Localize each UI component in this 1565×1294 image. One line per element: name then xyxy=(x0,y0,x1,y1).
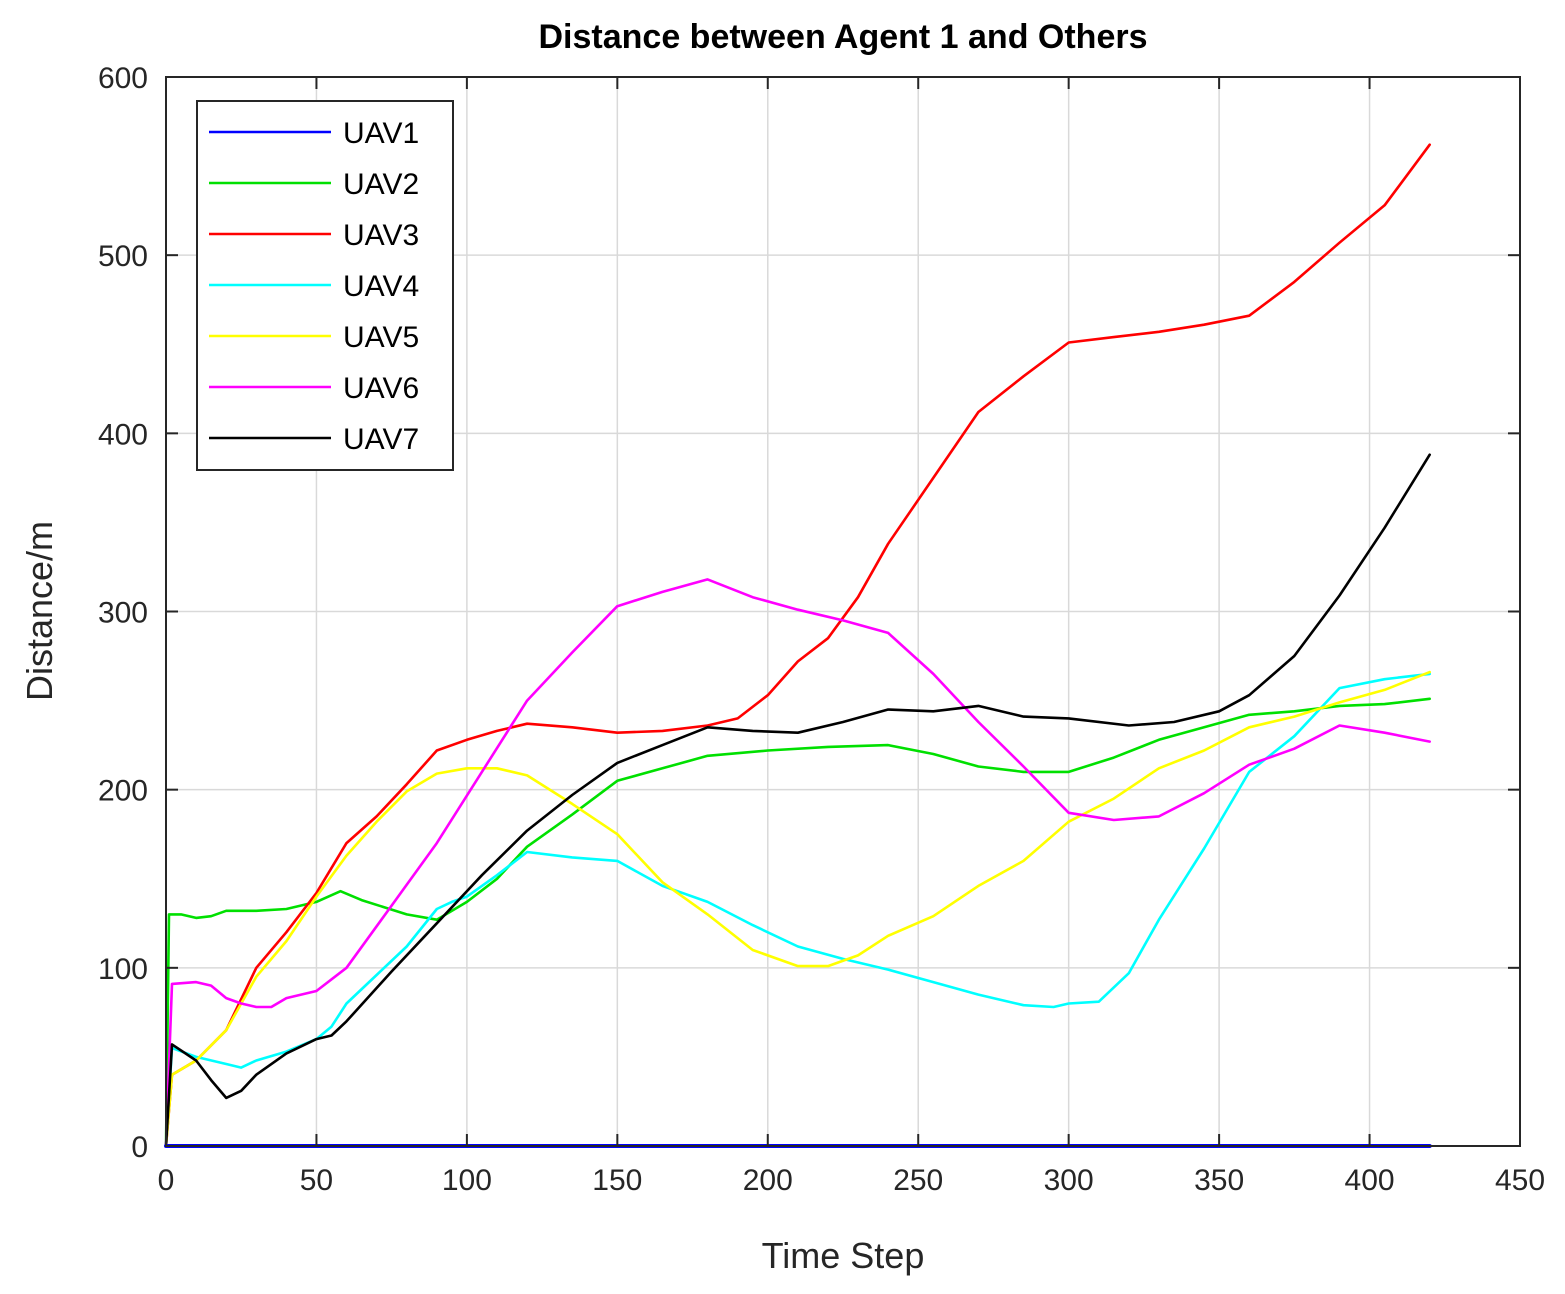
series-line-uav2 xyxy=(164,697,1431,1148)
legend-label: UAV5 xyxy=(343,321,419,354)
x-tick-label: 100 xyxy=(442,1164,492,1197)
x-tick-label: 300 xyxy=(1044,1164,1094,1197)
y-axis-label: Distance/m xyxy=(19,521,60,701)
series-line-uav3 xyxy=(164,143,1431,1148)
x-tick-label: 450 xyxy=(1495,1164,1545,1197)
y-tick-label: 200 xyxy=(98,775,148,808)
chart-title: Distance between Agent 1 and Others xyxy=(539,18,1148,56)
legend-label: UAV3 xyxy=(343,219,419,252)
legend-label: UAV4 xyxy=(343,270,419,303)
y-tick-label: 600 xyxy=(98,62,148,95)
legend-label: UAV2 xyxy=(343,168,419,201)
series-line-uav7 xyxy=(164,453,1431,1148)
x-axis-ticks: 0 50 100 150 200 250 300 350 400 450 xyxy=(158,77,1545,1197)
y-tick-label: 300 xyxy=(98,597,148,630)
legend-label: UAV6 xyxy=(343,372,419,405)
y-axis-ticks: 0 100 200 300 400 500 600 xyxy=(98,62,1520,1164)
x-tick-label: 50 xyxy=(300,1164,333,1197)
x-tick-label: 350 xyxy=(1194,1164,1244,1197)
x-axis-label: Time Step xyxy=(762,1235,925,1276)
x-tick-label: 200 xyxy=(743,1164,793,1197)
legend: UAV1 UAV2 UAV3 UAV4 UAV5 UAV6 UAV7 xyxy=(196,100,454,471)
x-tick-label: 400 xyxy=(1345,1164,1395,1197)
x-tick-label: 250 xyxy=(893,1164,943,1197)
legend-label: UAV1 xyxy=(343,117,419,150)
y-tick-label: 0 xyxy=(131,1131,148,1164)
legend-label: UAV7 xyxy=(343,423,419,456)
y-tick-label: 400 xyxy=(98,418,148,451)
series-line-uav5 xyxy=(164,670,1431,1148)
y-tick-label: 100 xyxy=(98,953,148,986)
y-tick-label: 500 xyxy=(98,240,148,273)
x-tick-label: 0 xyxy=(158,1164,175,1197)
series-line-uav6 xyxy=(164,578,1431,1148)
x-tick-label: 150 xyxy=(592,1164,642,1197)
